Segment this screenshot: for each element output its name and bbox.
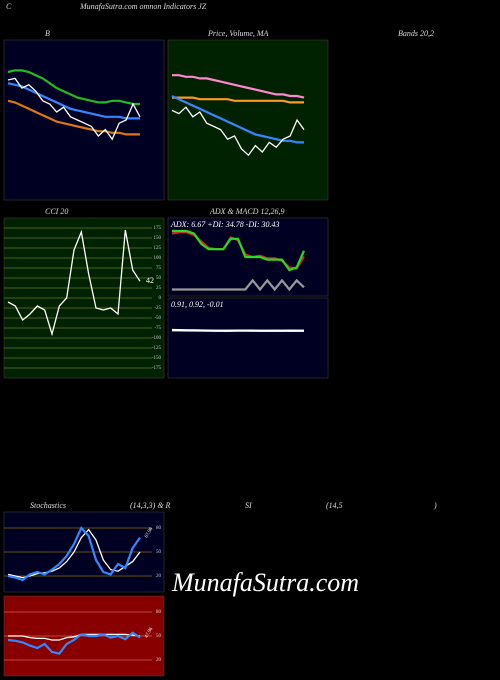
panel <box>167 39 329 201</box>
y-tick-label: 20 <box>156 574 162 579</box>
series-line <box>171 328 304 332</box>
y-tick-label: -75 <box>154 326 161 331</box>
series-line <box>7 526 141 582</box>
y-tick-label: 150 <box>154 236 162 241</box>
last-value-label: 42 <box>146 276 154 285</box>
y-tick-label: -25 <box>154 306 161 311</box>
last-value-label: 67.98 <box>144 527 154 540</box>
watermark: MunafaSutra.com <box>171 568 359 597</box>
y-tick-label: -100 <box>152 336 162 341</box>
caption: SI <box>245 501 252 510</box>
series-line <box>172 96 304 104</box>
y-tick-label: 50 <box>156 550 162 555</box>
caption: (14,5 <box>326 501 343 510</box>
y-tick-label: 100 <box>154 256 162 261</box>
caption: Bands 20,2 <box>398 29 434 38</box>
panel <box>3 39 165 201</box>
series-line <box>7 82 140 120</box>
series-line <box>7 69 140 106</box>
caption: ADX & MACD 12,26,9 <box>209 207 284 216</box>
series-line <box>171 106 305 157</box>
caption: CCI 20 <box>45 207 68 216</box>
last-value-label: 47.96 <box>144 627 154 640</box>
panel <box>167 297 329 379</box>
y-tick-label: 50 <box>156 634 162 639</box>
caption: (14,3,3) & R <box>130 501 171 510</box>
y-tick-label: -125 <box>152 346 162 351</box>
panel-title: 0.91, 0.92, -0.01 <box>171 300 224 309</box>
series-line <box>172 74 305 99</box>
corner-label: C <box>6 2 12 11</box>
series-line <box>8 633 141 641</box>
series-line <box>7 99 140 136</box>
series-line <box>7 631 141 655</box>
y-tick-label: 50 <box>156 276 162 281</box>
y-tick-label: 25 <box>156 286 162 291</box>
y-tick-label: 80 <box>156 610 162 615</box>
series-line <box>172 278 305 292</box>
caption: Price, Volume, MA <box>207 29 269 38</box>
page-title: MunafaSutra.com omnon Indicators JZ <box>79 2 207 11</box>
caption: Stochastics <box>30 501 66 510</box>
caption: ) <box>433 501 437 510</box>
y-tick-label: 80 <box>156 526 162 531</box>
y-tick-label: 0 <box>159 296 162 301</box>
panel-title: ADX: 6.67 +DI: 34.78 -DI: 30.43 <box>170 220 280 229</box>
y-tick-label: -175 <box>152 366 162 371</box>
y-tick-label: -50 <box>154 316 161 321</box>
series-line <box>7 528 141 579</box>
series-line <box>7 229 141 337</box>
series-line <box>172 229 306 272</box>
y-tick-label: 75 <box>156 266 162 271</box>
series-line <box>7 77 141 141</box>
y-tick-label: 20 <box>156 658 162 663</box>
y-tick-label: 175 <box>154 226 162 231</box>
y-tick-label: 125 <box>154 246 162 251</box>
y-tick-label: -150 <box>152 356 162 361</box>
caption: B <box>45 29 50 38</box>
